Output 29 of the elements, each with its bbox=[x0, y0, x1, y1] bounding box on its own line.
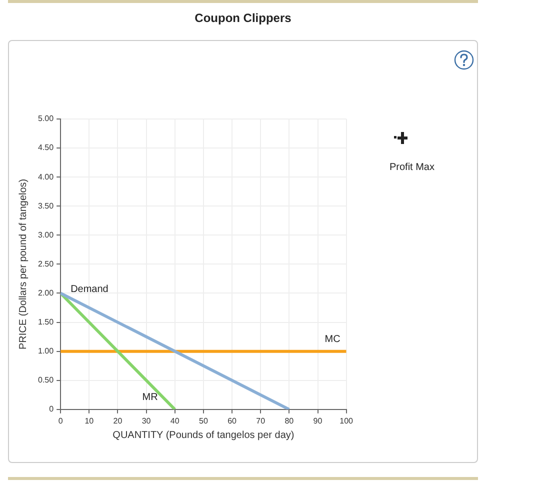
y-tick-label: 5.00 bbox=[38, 114, 54, 124]
y-axis-title: PRICE (Dollars per pound of tangelos) bbox=[18, 178, 29, 350]
y-tick-label: 4.00 bbox=[38, 172, 54, 182]
x-tick-label: 20 bbox=[113, 416, 123, 426]
x-tick-label: 10 bbox=[84, 416, 94, 426]
y-tick-label: 2.00 bbox=[38, 288, 54, 298]
x-axis-title: QUANTITY (Pounds of tangelos per day) bbox=[112, 430, 294, 441]
series-label: MC bbox=[324, 334, 340, 346]
x-tick-label: 30 bbox=[142, 416, 152, 426]
series-label: MR bbox=[142, 392, 158, 404]
series-label: Demand bbox=[70, 284, 108, 295]
x-tick-label: 60 bbox=[228, 416, 238, 426]
x-tick-label: 100 bbox=[340, 416, 354, 426]
x-tick-label: 40 bbox=[170, 416, 180, 426]
y-tick-label: 1.50 bbox=[38, 317, 54, 326]
x-tick-label: 50 bbox=[198, 416, 208, 426]
y-tick-label: 3.00 bbox=[38, 230, 54, 240]
y-tick-label: 1.00 bbox=[38, 346, 54, 356]
chart-title: Coupon Clippers bbox=[194, 11, 292, 25]
y-tick-label: 0 bbox=[49, 404, 54, 414]
y-tick-label: 0.50 bbox=[38, 376, 54, 385]
x-tick-label: 0 bbox=[58, 416, 64, 426]
x-tick-label: 90 bbox=[313, 416, 323, 426]
text: Profit Max bbox=[388, 162, 436, 173]
y-tick-label: 4.50 bbox=[38, 143, 54, 152]
x-tick-label: 80 bbox=[284, 416, 294, 426]
y-tick-label: 3.50 bbox=[38, 201, 54, 210]
y-tick-label: 2.50 bbox=[38, 259, 54, 268]
x-tick-label: 70 bbox=[256, 416, 266, 426]
